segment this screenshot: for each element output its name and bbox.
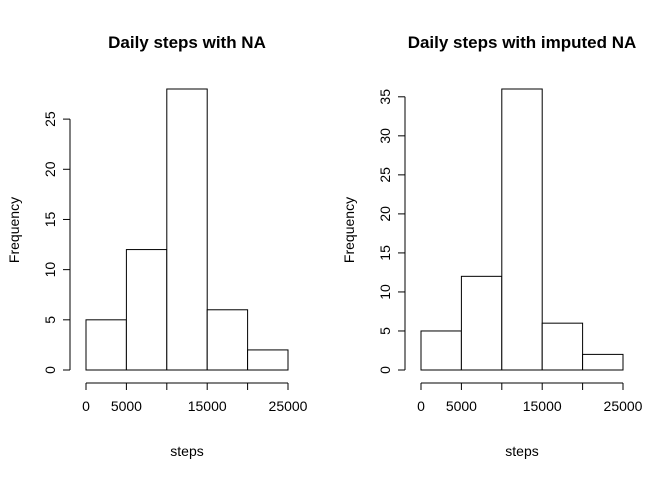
histogram-panel-imputed-na: Daily steps with imputed NA steps Freque… — [341, 33, 643, 459]
y-tick-label: 0 — [377, 366, 393, 374]
chart-title: Daily steps with imputed NA — [408, 33, 637, 52]
histogram-bar — [541, 322, 584, 371]
histogram-bar — [420, 330, 462, 371]
histogram-bar — [460, 275, 503, 371]
y-tick-label: 15 — [42, 211, 58, 227]
y-tick-label: 30 — [377, 128, 393, 144]
x-tick-label: 0 — [417, 398, 425, 414]
y-tick-label: 10 — [42, 262, 58, 278]
y-tick-label: 25 — [42, 111, 58, 127]
x-axis: 0 5000 15000 25000 — [82, 382, 308, 414]
histogram-bar — [85, 319, 127, 371]
x-tick-label: 5000 — [446, 398, 477, 414]
histogram-bar — [125, 249, 168, 371]
y-tick-label: 10 — [377, 284, 393, 300]
x-axis-label: steps — [170, 443, 203, 459]
x-axis: 0 5000 15000 25000 — [417, 382, 643, 414]
y-tick-label: 35 — [377, 89, 393, 105]
y-tick-label: 20 — [377, 206, 393, 222]
x-tick-label: 15000 — [523, 398, 562, 414]
x-tick-label: 15000 — [188, 398, 227, 414]
x-tick-label: 5000 — [111, 398, 142, 414]
x-tick-label: 25000 — [604, 398, 643, 414]
y-tick-label: 20 — [42, 161, 58, 177]
y-tick-label: 5 — [42, 316, 58, 324]
y-tick-label: 15 — [377, 245, 393, 261]
y-axis-label: Frequency — [341, 197, 357, 263]
histogram-bar — [247, 349, 289, 371]
x-tick-label: 25000 — [269, 398, 308, 414]
histogram-panel-with-na: Daily steps with NA steps Frequency 0 500… — [6, 33, 308, 459]
histogram-bar — [501, 88, 543, 371]
histogram-bar — [206, 309, 249, 371]
y-tick-label: 0 — [42, 366, 58, 374]
y-axis-label: Frequency — [6, 197, 22, 263]
y-axis: 0 5 10 15 20 25 — [42, 111, 71, 374]
chart-title: Daily steps with NA — [108, 33, 266, 52]
x-axis-label: steps — [505, 443, 538, 459]
histogram-bar — [582, 353, 624, 371]
y-tick-label: 25 — [377, 167, 393, 183]
y-axis: 0 5 10 15 20 25 30 35 — [377, 89, 406, 374]
histogram-bar — [166, 88, 208, 371]
x-tick-label: 0 — [82, 398, 90, 414]
bars — [85, 88, 289, 371]
bars — [420, 88, 624, 371]
y-tick-label: 5 — [377, 327, 393, 335]
